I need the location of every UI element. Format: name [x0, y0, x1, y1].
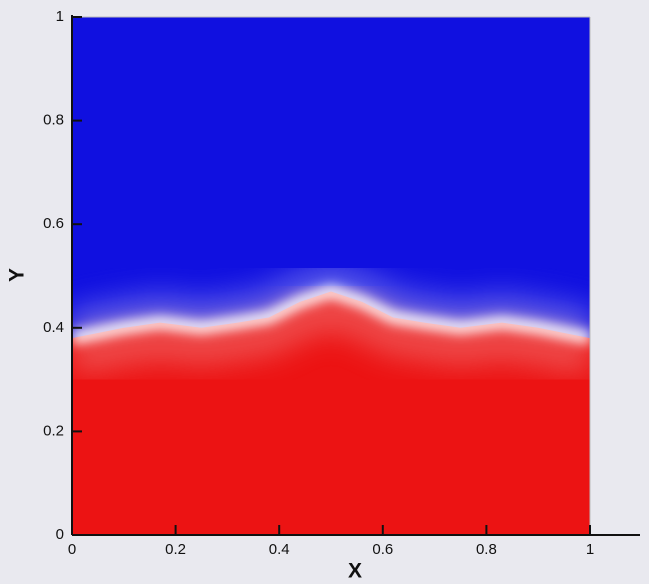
x-tick-label: 0.2 — [165, 541, 186, 558]
x-tick-label: 0.4 — [269, 541, 290, 558]
x-tick-label: 0.8 — [476, 541, 497, 558]
lower-halo — [72, 288, 590, 376]
y-tick-label: 0.4 — [43, 319, 64, 336]
y-tick-label: 0.6 — [43, 215, 64, 232]
y-tick-label: 1 — [56, 8, 64, 25]
y-tick-label: 0 — [56, 526, 64, 543]
x-tick-label: 1 — [586, 541, 594, 558]
x-tick-label: 0.6 — [372, 541, 393, 558]
x-tick-label: 0 — [68, 541, 76, 558]
x-axis-title: X — [348, 560, 362, 583]
y-tick-label: 0.2 — [43, 422, 64, 439]
y-tick-label: 0.8 — [43, 112, 64, 129]
y-axis-title: Y — [6, 268, 29, 282]
contour-field — [72, 17, 590, 535]
interface — [72, 285, 590, 345]
